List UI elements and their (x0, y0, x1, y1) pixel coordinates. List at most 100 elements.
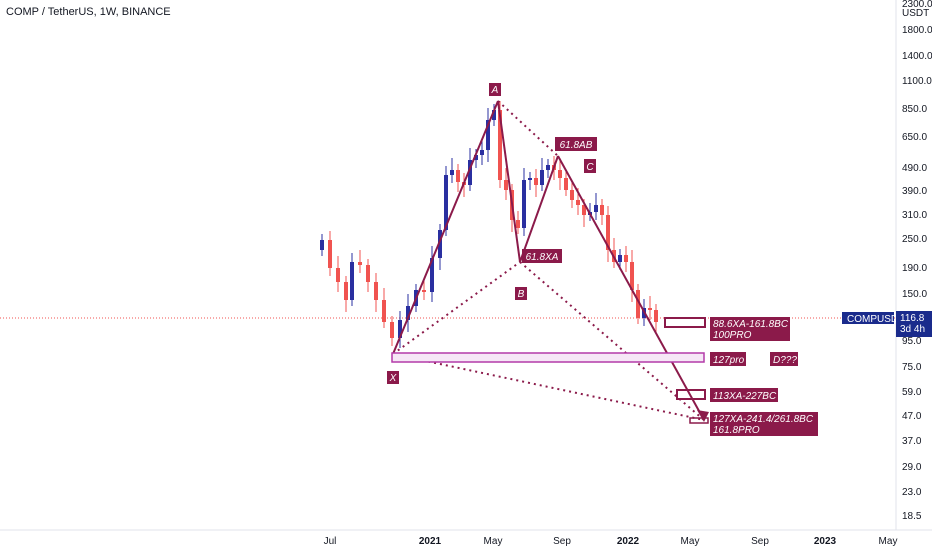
candle-body (654, 310, 658, 322)
svg-text:61.8XA: 61.8XA (526, 252, 559, 263)
current-price-badge: 116.8 3d 4h (896, 311, 932, 337)
price-tick-label: 390.0 (902, 186, 927, 197)
price-tick-label: 1400.0 (902, 51, 932, 62)
candle-body (480, 150, 484, 155)
candle-body (422, 290, 426, 292)
candle-body (456, 170, 460, 182)
svg-text:61.8AB: 61.8AB (560, 140, 593, 151)
time-tick-label: 2023 (814, 536, 837, 547)
svg-text:88.6XA-161.8BC: 88.6XA-161.8BC (713, 319, 789, 330)
annotation-127pro: 127pro (710, 352, 746, 366)
svg-text:116.8: 116.8 (900, 313, 925, 324)
time-tick-label: May (484, 536, 503, 547)
price-tick-label: 18.5 (902, 511, 922, 522)
price-tick-label: 250.0 (902, 234, 927, 245)
candle-body (558, 170, 562, 178)
cd-leg (558, 156, 704, 420)
price-tick-label: 310.0 (902, 210, 927, 221)
svg-text:127pro: 127pro (713, 355, 745, 366)
candle-body (624, 255, 628, 262)
svg-text:127XA-241.4/261.8BC: 127XA-241.4/261.8BC (713, 414, 814, 425)
candle-body (390, 322, 394, 338)
candle-body (564, 178, 568, 190)
target-box-127pro[interactable] (392, 353, 704, 362)
candle-body (522, 180, 526, 228)
point-label-c: C (584, 159, 596, 173)
annotation-box-4: 127XA-241.4/261.8BC 161.8PRO (710, 412, 818, 436)
price-axis[interactable]: 2300.0 USDT 1800.0 1400.0 1100.0 850.0 650.0… (902, 0, 932, 522)
candle-body (516, 220, 520, 228)
candle-body (336, 268, 340, 282)
candle-body (350, 262, 354, 300)
price-tick-label: 29.0 (902, 462, 922, 473)
svg-text:X: X (389, 373, 397, 384)
candle-body (344, 282, 348, 300)
time-tick-label: Jul (324, 536, 337, 547)
time-tick-label: 2022 (617, 536, 640, 547)
price-tick-label: 47.0 (902, 411, 922, 422)
annotation-d-question: D??? (770, 352, 798, 366)
svg-text:113XA-227BC: 113XA-227BC (713, 391, 777, 402)
price-tick-label: 150.0 (902, 289, 927, 300)
svg-text:D???: D??? (773, 355, 797, 366)
svg-text:B: B (518, 289, 525, 300)
candle-body (328, 240, 332, 268)
candle-body (618, 255, 622, 262)
candle-body (600, 205, 604, 215)
candle-body (576, 200, 580, 205)
candle-body (504, 180, 508, 190)
svg-text:100PRO: 100PRO (713, 330, 752, 341)
target-box-1[interactable] (665, 318, 705, 327)
svg-text:A: A (491, 85, 499, 96)
symbol-badge: COMPUSDT (842, 312, 904, 325)
annotation-box-3: 113XA-227BC (710, 388, 778, 402)
price-tick-label: 95.0 (902, 336, 922, 347)
price-tick-label: 850.0 (902, 104, 927, 115)
point-label-a: A (489, 83, 501, 96)
candle-body (528, 178, 532, 180)
candle-body (648, 308, 652, 310)
time-tick-label: Sep (751, 536, 769, 547)
target-box-4[interactable] (690, 418, 708, 423)
candle-body (570, 190, 574, 200)
ratio-label-xa: 61.8XA (522, 249, 562, 263)
ratio-label-ab: 61.8AB (555, 137, 597, 151)
point-label-x: X (387, 371, 399, 384)
xd-dotted (393, 354, 704, 420)
ac-dotted (498, 101, 558, 156)
candle-body (450, 170, 454, 175)
time-tick-label: May (681, 536, 700, 547)
candle-body (546, 165, 550, 170)
candle-body (358, 262, 362, 265)
svg-text:C: C (586, 162, 594, 173)
chart-title: COMP / TetherUS, 1W, BINANCE (6, 6, 171, 18)
time-tick-label: May (879, 536, 898, 547)
candle-body (534, 178, 538, 185)
price-tick-label: 190.0 (902, 263, 927, 274)
time-tick-label: 2021 (419, 536, 442, 547)
svg-text:COMPUSDT: COMPUSDT (847, 314, 904, 325)
price-tick-label: 650.0 (902, 132, 927, 143)
time-axis[interactable]: Jul 2021 May Sep 2022 May Sep 2023 May (324, 536, 898, 547)
annotation-box-1: 88.6XA-161.8BC 100PRO (710, 317, 790, 341)
price-tick-label: 490.0 (902, 163, 927, 174)
price-tick-label: 37.0 (902, 436, 922, 447)
point-label-b: B (515, 287, 527, 300)
candle-body (382, 300, 386, 322)
svg-text:3d 4h: 3d 4h (900, 324, 925, 335)
price-tick-label: 75.0 (902, 362, 922, 373)
time-tick-label: Sep (553, 536, 571, 547)
candle-body (540, 170, 544, 185)
price-tick-label: 1800.0 (902, 25, 932, 36)
candles (320, 101, 658, 348)
candle-body (594, 205, 598, 212)
price-axis-unit: USDT (902, 8, 929, 19)
price-tick-label: 59.0 (902, 387, 922, 398)
ab-leg (498, 101, 520, 262)
candle-body (374, 282, 378, 300)
price-tick-label: 1100.0 (902, 76, 932, 87)
price-tick-label: 23.0 (902, 487, 922, 498)
candle-body (366, 265, 370, 282)
candle-body (320, 240, 324, 250)
